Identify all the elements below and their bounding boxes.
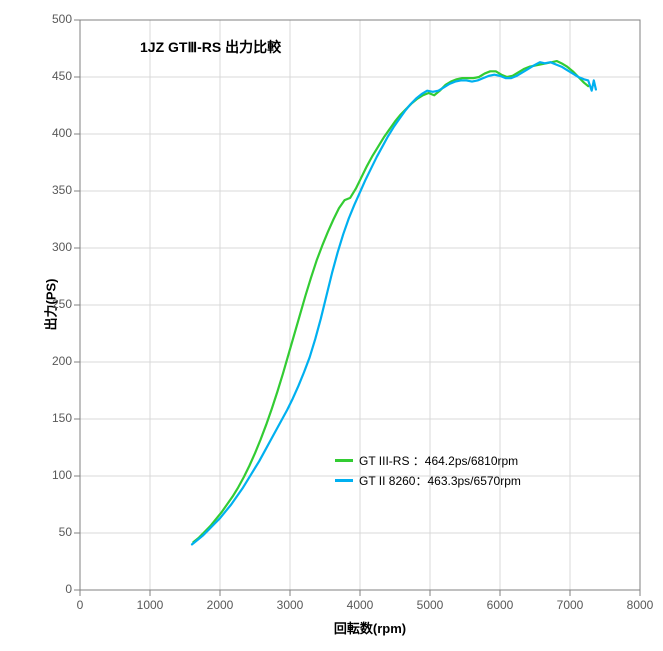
y-tick-label: 150 [36, 411, 72, 425]
x-tick-label: 6000 [480, 598, 520, 612]
legend-label: GT III-RS ：464.2ps/6810rpm [359, 452, 518, 469]
chart-title: 1JZ GTⅢ-RS 出力比較 [140, 37, 281, 57]
legend-item: GT III-RS ：464.2ps/6810rpm [335, 452, 518, 469]
y-tick-label: 250 [36, 297, 72, 311]
y-tick-label: 0 [36, 582, 72, 596]
x-tick-label: 3000 [270, 598, 310, 612]
y-tick-label: 300 [36, 240, 72, 254]
x-tick-label: 2000 [200, 598, 240, 612]
chart-container: 1JZ GTⅢ-RS 出力比較 出力(PS) 回転数(rpm) 01000200… [0, 0, 663, 651]
x-tick-label: 7000 [550, 598, 590, 612]
y-tick-label: 350 [36, 183, 72, 197]
x-axis-label: 回転数(rpm) [310, 618, 430, 637]
legend-swatch [335, 459, 353, 462]
y-tick-label: 200 [36, 354, 72, 368]
y-tick-label: 500 [36, 12, 72, 26]
legend-swatch [335, 479, 353, 482]
x-tick-label: 4000 [340, 598, 380, 612]
y-tick-label: 50 [36, 525, 72, 539]
x-tick-label: 5000 [410, 598, 450, 612]
y-tick-label: 450 [36, 69, 72, 83]
x-tick-label: 1000 [130, 598, 170, 612]
legend-item: GT II 8260：463.3ps/6570rpm [335, 472, 521, 489]
y-tick-label: 100 [36, 468, 72, 482]
y-tick-label: 400 [36, 126, 72, 140]
chart-plot-area [0, 0, 663, 651]
x-tick-label: 0 [60, 598, 100, 612]
x-tick-label: 8000 [620, 598, 660, 612]
legend-label: GT II 8260：463.3ps/6570rpm [359, 472, 521, 489]
